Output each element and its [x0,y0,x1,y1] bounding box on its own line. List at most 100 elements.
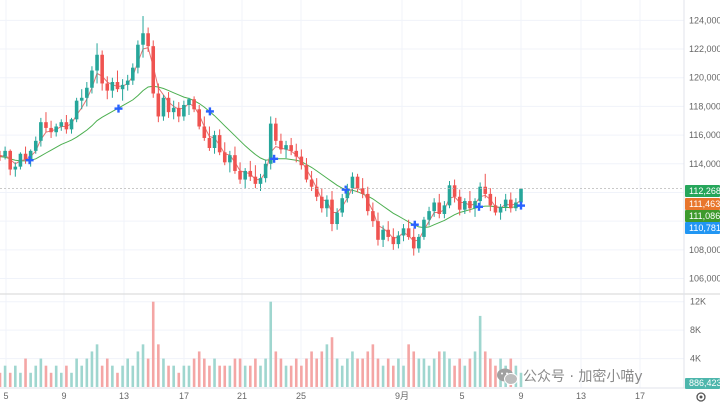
volume-bar [489,358,492,387]
volume-tag-label: 886,423 [689,378,720,388]
price-tick-label: 122,000 [689,44,720,54]
volume-bar [70,372,73,387]
volume-bar [0,372,2,387]
volume-tag: 886,423 [685,378,720,389]
volume-bar [315,358,318,387]
candle [483,173,488,199]
volume-bar [39,358,43,387]
volume-bar [141,344,145,387]
signal-cross-icon [25,156,34,165]
volume-bar [49,372,53,387]
volume-bar [361,358,364,387]
candle [8,149,13,176]
volume-bar [473,351,477,387]
volume-bar [427,365,431,387]
candle [320,188,324,213]
candle [411,228,416,256]
candle [493,196,498,216]
volume-bar [75,358,78,387]
candle [253,165,258,189]
volume-bar [197,351,201,387]
volume-bar [264,358,267,387]
volume-bar [432,358,436,387]
volume-bar [376,358,380,387]
volume-bar [453,365,456,387]
volume-bar [325,344,329,387]
volume-bar [371,344,375,387]
candle [202,116,207,141]
volume-bar [59,372,63,387]
price-tag-label: 110,781 [689,223,720,233]
volume-bar [131,365,135,387]
volume-bar [392,365,395,387]
price-tags: 112,268 111,463 111,086 110,781 886,423 [0,185,720,389]
candle [33,136,38,154]
candle [13,162,18,177]
candle [417,234,421,253]
price-tag-label: 111,086 [689,211,720,221]
candle [289,137,293,156]
volume-axis[interactable]: 12K 8K 4K [690,297,706,364]
signal-cross-icon [205,107,214,116]
candle [452,179,457,203]
volume-bar [24,358,27,387]
candle [192,96,196,113]
volume-bar [126,358,129,387]
candle [381,225,385,247]
candle [360,178,365,199]
volume-bar [448,358,451,387]
price-tick-label: 118,000 [689,101,720,111]
volume-bar [177,372,181,387]
candle [406,219,411,240]
volume-bar [494,365,497,387]
candle [243,168,247,189]
volume-bar [443,351,446,387]
volume-bar [167,365,170,387]
volume-bar [233,358,237,387]
candle [340,193,345,217]
candle [314,178,319,202]
candle [325,195,329,217]
time-axis[interactable]: 5 9 13 17 21 25 9月 5 9 13 17 [3,391,645,401]
candle [197,104,201,130]
volume-bar [335,358,339,387]
volume-bar [300,365,303,387]
candle [350,172,355,194]
settings-gear-icon[interactable] [696,392,706,402]
candle [105,76,110,100]
time-tick-label: 25 [296,391,306,401]
candle [279,133,283,154]
candle [0,150,2,161]
candle [437,193,442,219]
candle [3,146,7,160]
candle [274,117,278,146]
volume-bar [187,365,191,387]
candle [171,100,176,120]
price-tag: 110,781 [685,222,720,234]
candle [23,146,28,164]
volume-bar [105,358,109,387]
candle [85,82,89,107]
volume-bar [80,365,84,387]
volume-bar [54,365,58,387]
candle [386,221,390,242]
price-tick-label: 124,000 [689,15,720,25]
candle [120,79,125,101]
watermark-text: 公众号 · 加密小喵y [523,368,643,385]
candle [304,158,309,183]
candle [146,27,150,52]
price-tag-label: 112,268 [689,186,720,196]
candle [187,97,191,116]
volume-bar [192,358,196,387]
volume-bar [468,358,472,387]
candle [294,143,299,163]
volume-bar [351,351,354,387]
signal-cross-icon [517,201,525,210]
candle [115,70,120,93]
volume-bar [402,365,405,387]
volume-bar [136,351,140,387]
candle [176,102,181,123]
candle [161,94,166,121]
